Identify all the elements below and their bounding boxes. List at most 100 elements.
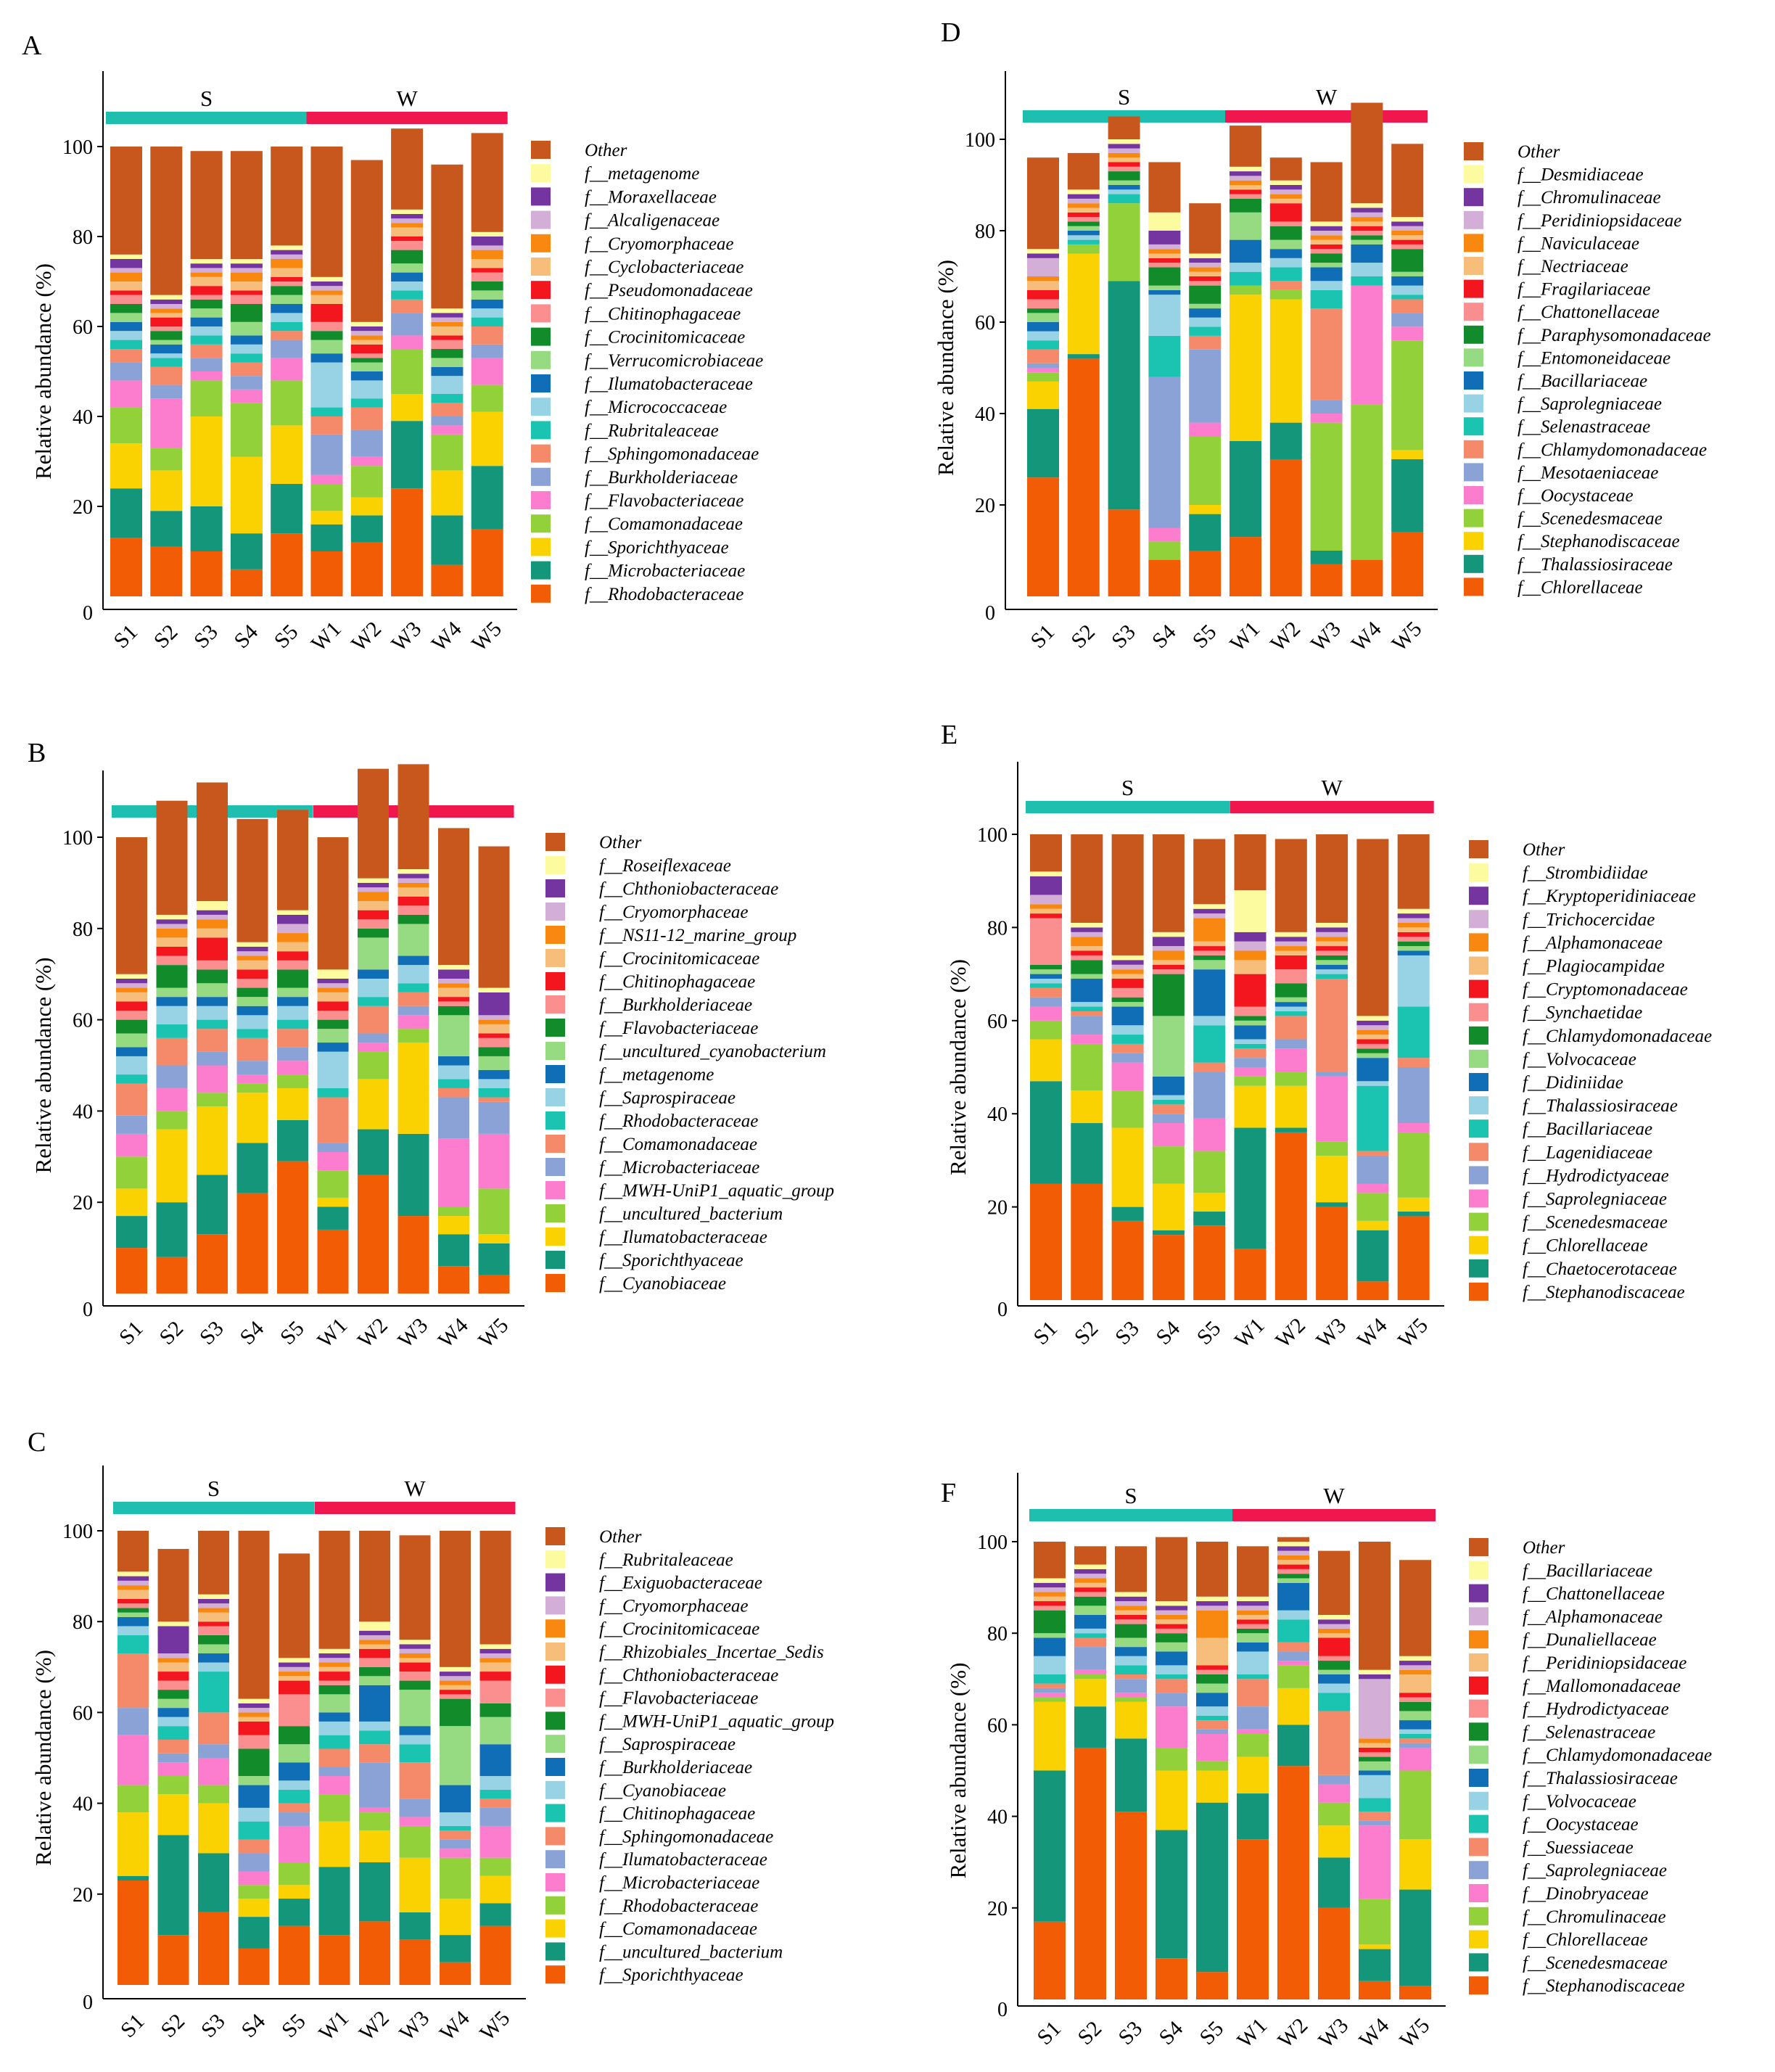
bar-segment xyxy=(398,1216,429,1294)
y-tick-label: 80 xyxy=(73,1611,93,1634)
bar-segment xyxy=(1027,363,1059,368)
bar-segment xyxy=(1074,1674,1106,1680)
group-bar-w xyxy=(314,1502,516,1514)
bar-segment xyxy=(1196,1972,1228,1999)
bar-segment xyxy=(1196,1734,1228,1761)
x-tick-label: W1 xyxy=(1232,2013,1272,2052)
bar-segment xyxy=(198,1803,229,1854)
legend-swatch xyxy=(545,1573,565,1592)
bar-segment xyxy=(1074,1592,1106,1597)
x-tick-label: W1 xyxy=(1230,1313,1269,1352)
bar-segment xyxy=(440,1830,471,1840)
bar-segment xyxy=(1074,1637,1106,1648)
bar-segment xyxy=(1071,950,1103,955)
bar-segment xyxy=(197,969,228,984)
bar-segment xyxy=(1152,937,1185,947)
bar-segment xyxy=(1237,1596,1269,1602)
legend-label: f__Verrucomicrobiaceae xyxy=(585,351,763,371)
bar-segment xyxy=(230,151,263,259)
bar-segment xyxy=(1156,1958,1187,1999)
legend-label: f__Crocinitomicaceae xyxy=(599,949,759,969)
bar-segment xyxy=(398,869,429,874)
bar-segment xyxy=(230,533,263,570)
y-tick-label: 100 xyxy=(62,827,93,850)
bar-segment xyxy=(1030,1020,1062,1040)
bar-segment xyxy=(1234,1016,1267,1021)
bar-segment xyxy=(398,1015,429,1029)
bar-segment xyxy=(1356,1085,1389,1151)
bar-segment xyxy=(1148,249,1181,254)
bar-segment xyxy=(118,1735,149,1785)
bar-segment xyxy=(1152,1123,1185,1147)
legend-swatch xyxy=(1469,1861,1488,1880)
bar-segment xyxy=(198,1531,229,1595)
bar-segment xyxy=(1397,918,1430,923)
bar-segment xyxy=(1067,235,1100,240)
bar-segment xyxy=(398,1006,429,1016)
bar-segment xyxy=(277,997,308,1006)
bar-segment xyxy=(238,1821,270,1840)
bar-segment xyxy=(1269,249,1302,258)
legend-swatch xyxy=(1464,554,1483,573)
bar-segment xyxy=(197,782,228,902)
bar-segment xyxy=(116,974,147,979)
bar-segment xyxy=(1234,1025,1267,1040)
bar-segment xyxy=(198,1653,229,1663)
legend-swatch xyxy=(1469,1259,1488,1278)
x-tick-label: W3 xyxy=(387,617,426,656)
bar-segment xyxy=(1230,271,1261,286)
bar-segment xyxy=(198,1612,229,1622)
bar-segment xyxy=(279,1553,310,1658)
bar-segment xyxy=(1277,1555,1309,1561)
bar-segment xyxy=(1356,1043,1389,1049)
bar-segment xyxy=(358,892,389,902)
bar-segment xyxy=(399,1680,431,1690)
legend-label: f__Comamonadaceae xyxy=(599,1135,757,1154)
bar-segment xyxy=(157,1708,189,1717)
bar-segment xyxy=(110,295,142,304)
bar-segment xyxy=(118,1612,149,1617)
bar-segment xyxy=(317,969,349,979)
bar-segment xyxy=(1067,239,1100,244)
bar-segment xyxy=(271,533,303,596)
bar-segment xyxy=(1274,997,1307,1003)
bar-segment xyxy=(1318,1775,1350,1785)
bar-segment xyxy=(1391,276,1424,286)
bar-segment xyxy=(1351,221,1383,226)
bar-segment xyxy=(440,1962,471,1985)
bar-segment xyxy=(271,340,303,358)
legend-swatch xyxy=(1464,325,1483,344)
bar-segment xyxy=(440,1825,471,1831)
bar-segment xyxy=(359,1676,390,1685)
bar-segment xyxy=(479,1903,511,1926)
bar-segment xyxy=(110,349,142,363)
bar-segment xyxy=(479,1717,511,1745)
legend-label: f__Flavobacteriaceae xyxy=(599,1019,758,1038)
bar-segment xyxy=(1237,1642,1269,1652)
bar-segment xyxy=(440,1531,471,1667)
bar-segment xyxy=(479,1703,511,1717)
bar-segment xyxy=(1148,162,1181,213)
bar-segment xyxy=(238,1748,270,1777)
bar-segment xyxy=(1034,1770,1066,1922)
bar-segment xyxy=(1030,964,1062,970)
y-tick-label: 60 xyxy=(73,1702,93,1724)
bar-segment xyxy=(1156,1614,1187,1620)
bar-segment xyxy=(1351,207,1383,213)
bar-segment xyxy=(1115,1656,1147,1666)
bar-segment xyxy=(398,924,429,956)
legend-swatch xyxy=(545,1135,565,1153)
bar-segment xyxy=(391,421,424,489)
legend-label: f__Sporichthyaceae xyxy=(599,1965,744,1985)
bar-segment xyxy=(318,1767,350,1777)
bar-segment xyxy=(277,960,308,970)
bar-segment xyxy=(1196,1669,1228,1674)
bar-segment xyxy=(1310,267,1343,281)
bar-segment xyxy=(1193,969,1226,1016)
bar-segment xyxy=(279,1780,310,1790)
x-tick-label: W5 xyxy=(1395,2013,1434,2052)
legend-swatch xyxy=(545,1873,565,1891)
bar-segment xyxy=(438,1138,469,1207)
bar-segment xyxy=(1196,1770,1228,1803)
bar-segment xyxy=(116,978,147,984)
